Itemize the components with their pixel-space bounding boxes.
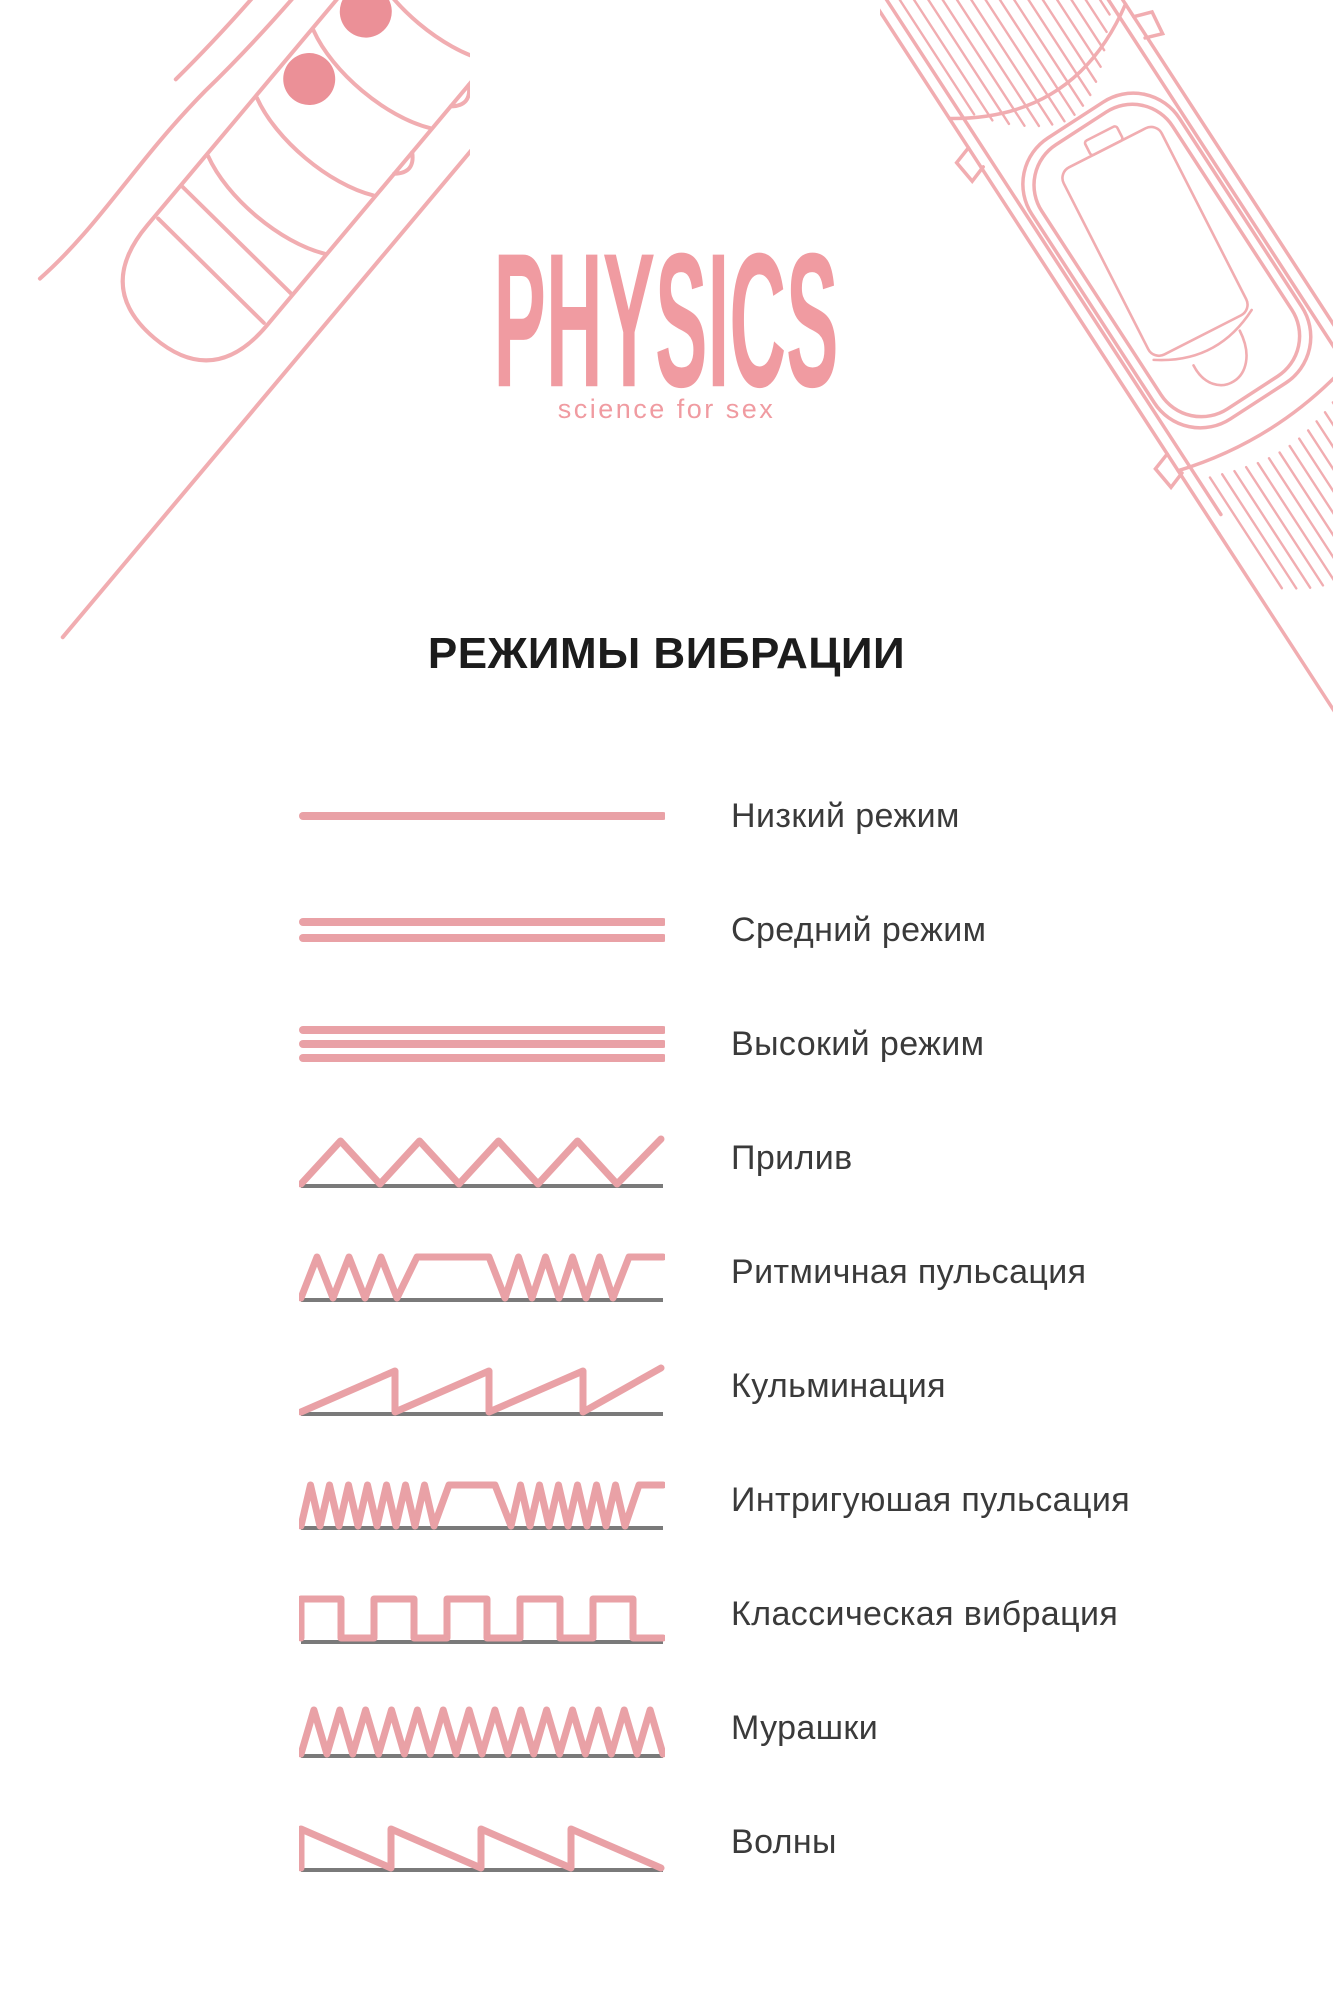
brand-logo: PHYSICS (494, 250, 839, 395)
waveform-rhythmic-icon (299, 1253, 665, 1302)
waveform-medium-icon (299, 918, 665, 942)
mode-label: Ритмичная пульсация (731, 1252, 1087, 1291)
mode-label: Средний режим (731, 910, 987, 949)
mode-label: Классическая вибрация (731, 1594, 1119, 1633)
vibration-mode-row: Низкий режим (0, 759, 1333, 873)
waveform-goosebumps-icon (299, 1706, 665, 1758)
clasp-notch (1131, 9, 1166, 40)
brand-tagline: science for sex (557, 394, 776, 424)
rib-hatch-top (880, 0, 1111, 128)
waveform-square-icon (299, 1595, 665, 1644)
mode-label: Низкий режим (731, 796, 960, 835)
waveform-low-icon (299, 812, 665, 820)
vibrator-tip-band (180, 184, 294, 296)
shaft-edge-line (37, 0, 470, 281)
mode-label: Прилив (731, 1138, 853, 1177)
mode-label: Кульминация (731, 1366, 946, 1405)
vibration-mode-row: Ритмичная пульсация (0, 1215, 1333, 1329)
waveform-high-icon (299, 1026, 665, 1062)
mode-label: Высокий режим (731, 1024, 985, 1063)
vibration-mode-row: Интригуюшая пульсация (0, 1443, 1333, 1557)
vibrator-button-dots (283, 0, 392, 106)
clasp-notch (954, 146, 985, 184)
battery-window-inner (1032, 102, 1302, 419)
vibration-mode-row: Кульминация (0, 1329, 1333, 1443)
vibration-mode-row: Прилив (0, 1101, 1333, 1215)
battery-window-outer (1021, 91, 1313, 430)
vibration-mode-row: Средний режим (0, 873, 1333, 987)
mode-label: Интригуюшая пульсация (731, 1480, 1131, 1519)
vibration-mode-row: Волны (0, 1785, 1333, 1899)
section-heading: РЕЖИМЫ ВИБРАЦИИ (427, 629, 906, 678)
vibrator-tip-band (156, 216, 266, 325)
waveform-sawtooth-falling-icon (299, 1825, 665, 1872)
mode-label: Мурашки (731, 1708, 879, 1747)
brand-logo-text: PHYSICS (494, 250, 839, 395)
waveform-intriguing-icon (299, 1481, 665, 1530)
waveform-triangle-icon (299, 1135, 665, 1188)
mode-label: Волны (731, 1822, 837, 1861)
vibration-mode-row: Высокий режим (0, 987, 1333, 1101)
vibration-mode-row: Мурашки (0, 1671, 1333, 1785)
clasp-notch (1153, 452, 1184, 491)
waveform-sawtooth-rising-icon (299, 1364, 665, 1416)
battery (1061, 125, 1253, 387)
vibration-mode-row: Классическая вибрация (0, 1557, 1333, 1671)
shaft-edge-line (173, 0, 470, 82)
